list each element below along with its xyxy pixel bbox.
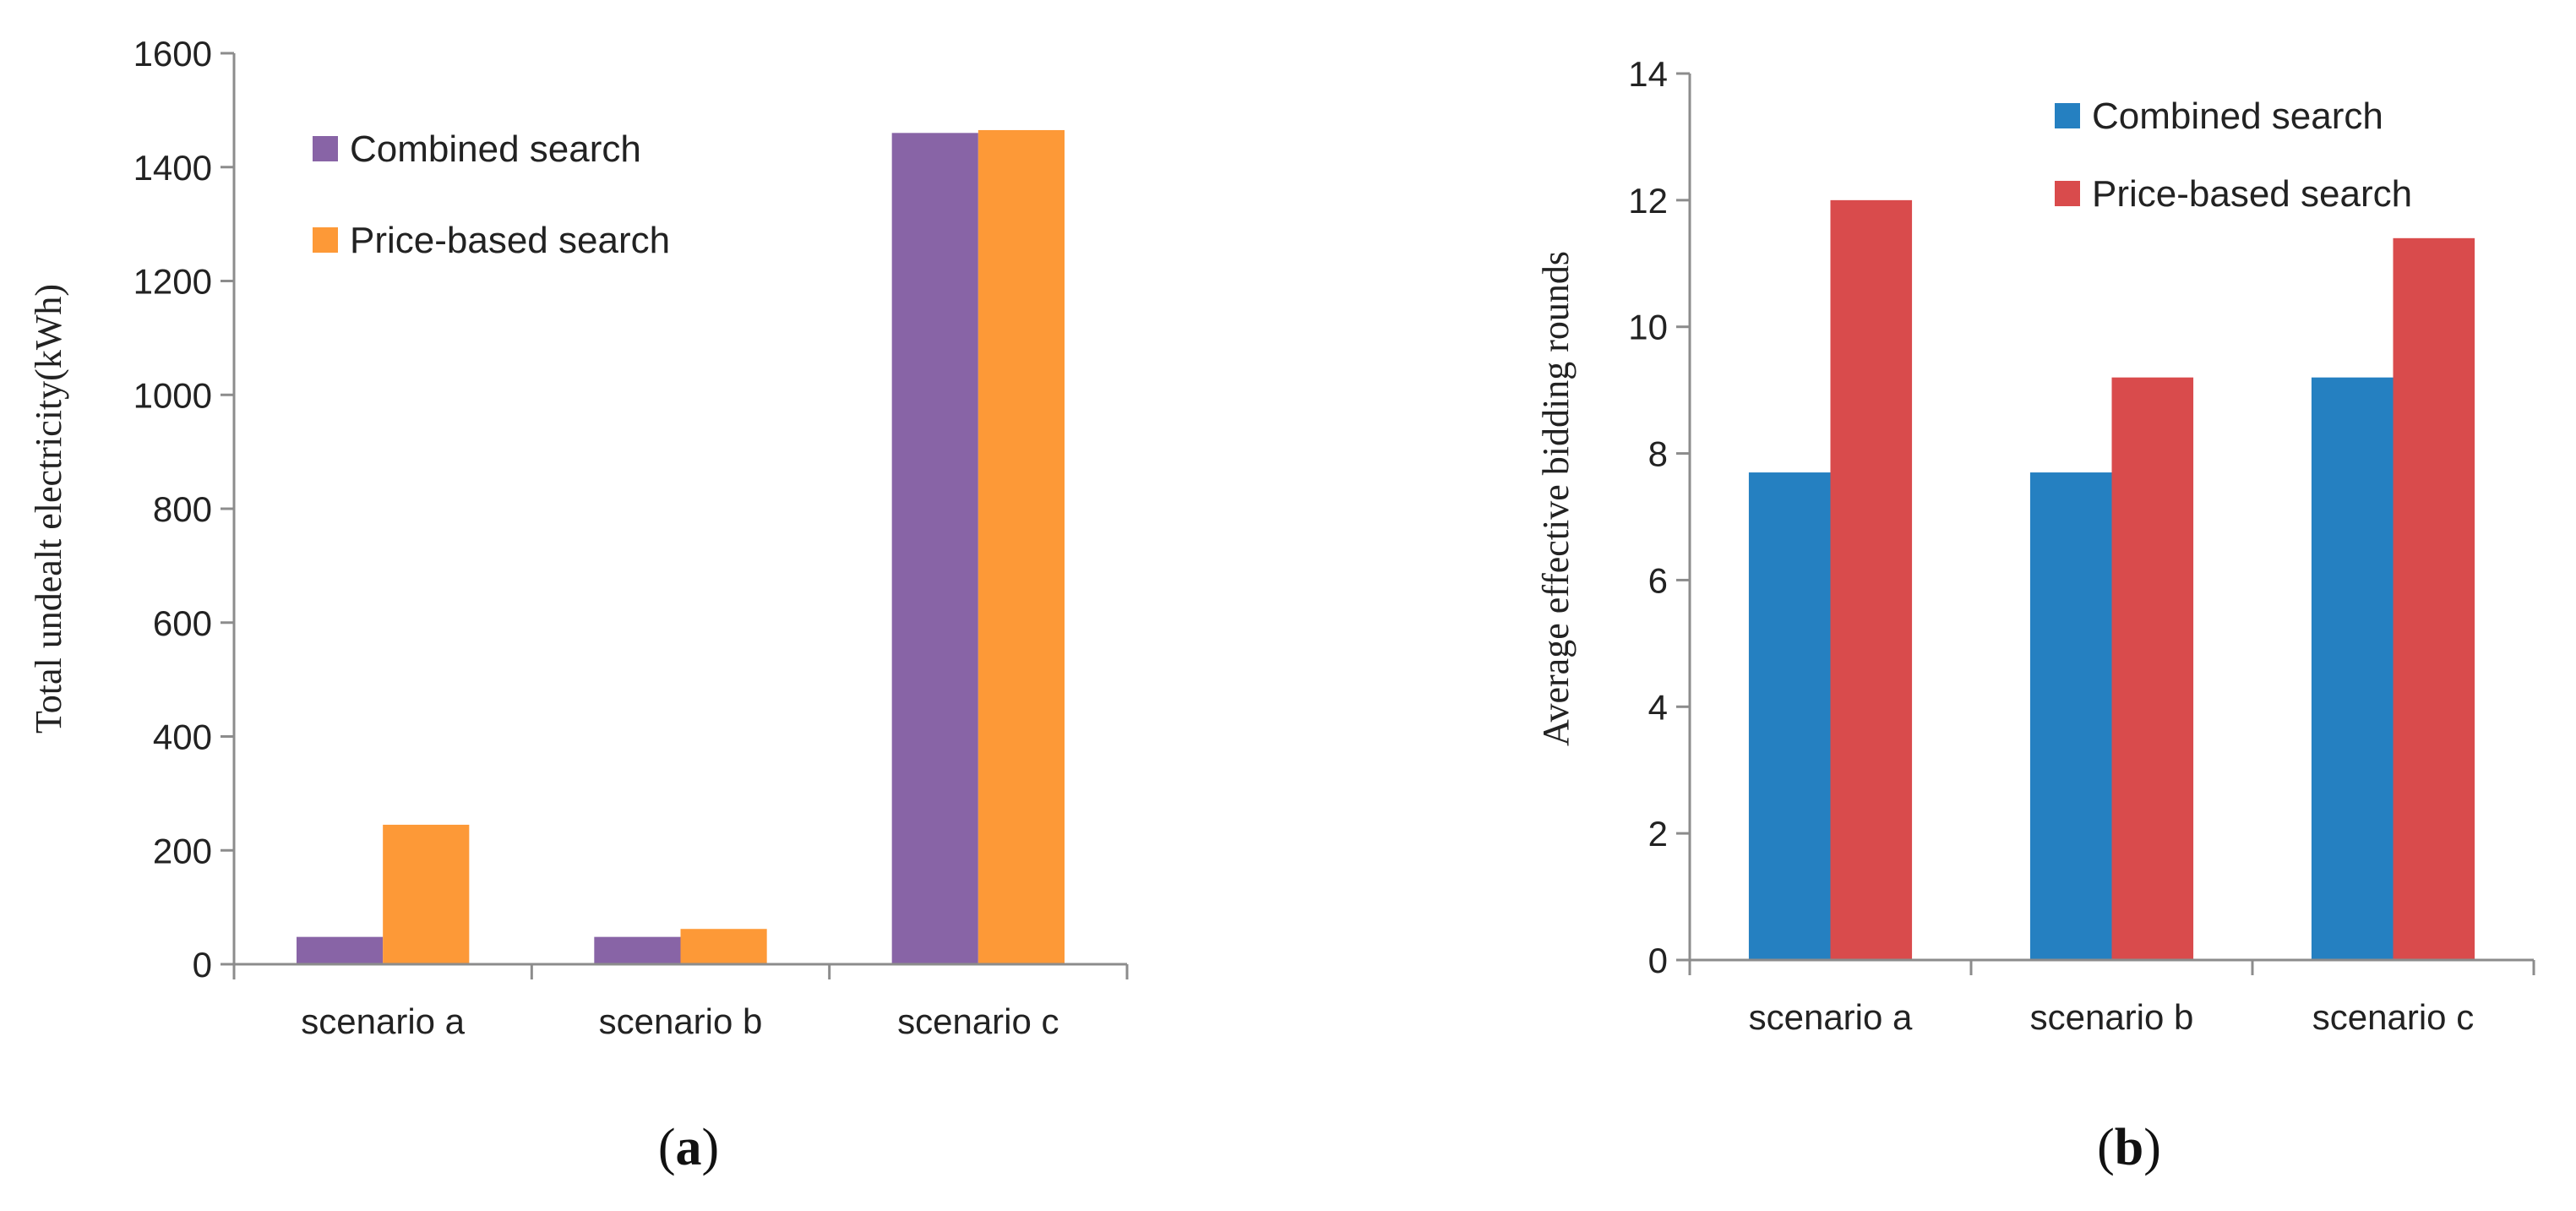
x-category-label: scenario b bbox=[599, 1001, 763, 1041]
x-category-label: scenario c bbox=[897, 1001, 1059, 1041]
bar-price-based-search-scenario-a bbox=[1830, 199, 1913, 960]
bar-combined-search-scenario-c bbox=[2311, 377, 2394, 961]
legend-swatch-combined-search bbox=[2055, 103, 2080, 128]
y-tick-label: 2 bbox=[1648, 814, 1668, 854]
y-tick-label: 1000 bbox=[133, 375, 212, 415]
bar-price-based-search-scenario-b bbox=[680, 929, 767, 964]
y-tick-label: 4 bbox=[1648, 687, 1668, 727]
bar-price-based-search-scenario-b bbox=[2111, 377, 2194, 961]
panel-label: (b) bbox=[2097, 1119, 2161, 1176]
y-tick-label: 12 bbox=[1628, 181, 1668, 221]
y-axis-title: Total undealt electricity(kWh) bbox=[28, 284, 69, 734]
y-axis-title: Average effective bidding rounds bbox=[1535, 251, 1577, 746]
y-tick-label: 1400 bbox=[133, 148, 212, 188]
bar-combined-search-scenario-b bbox=[594, 936, 681, 964]
y-tick-label: 10 bbox=[1628, 308, 1668, 347]
y-tick-label: 8 bbox=[1648, 434, 1668, 474]
legend-label-combined-search: Combined search bbox=[350, 128, 641, 170]
x-category-label: scenario a bbox=[1749, 997, 1913, 1037]
chart-panel-b: 0 2 4 6 8 10 12 14 scenario a scenario b scenario … bbox=[1535, 54, 2535, 1176]
x-category-label: scenario b bbox=[2030, 997, 2194, 1037]
y-tick-label: 800 bbox=[153, 489, 212, 529]
chart-panel-a: 0 200 400 600 800 1000 1200 1400 1600 scenario a s… bbox=[28, 34, 1129, 1176]
bar-combined-search-scenario-a bbox=[296, 936, 384, 964]
bar-price-based-search-scenario-c bbox=[2393, 237, 2475, 960]
legend-swatch-price-based-search bbox=[313, 227, 338, 253]
y-tick-label: 0 bbox=[193, 945, 212, 985]
bar-combined-search-scenario-a bbox=[1748, 472, 1831, 960]
x-category-label: scenario c bbox=[2312, 997, 2474, 1037]
y-tick-label: 6 bbox=[1648, 560, 1668, 600]
legend-swatch-price-based-search bbox=[2055, 181, 2080, 206]
y-tick-label: 600 bbox=[153, 603, 212, 643]
y-tick-label: 1200 bbox=[133, 262, 212, 302]
panel-label: (a) bbox=[658, 1119, 719, 1176]
legend-label-price-based-search: Price-based search bbox=[350, 220, 670, 261]
y-tick-label: 14 bbox=[1628, 54, 1668, 94]
y-tick-label: 1600 bbox=[133, 34, 212, 74]
y-tick-label: 200 bbox=[153, 831, 212, 870]
bar-combined-search-scenario-b bbox=[2029, 472, 2112, 960]
y-tick-label: 400 bbox=[153, 717, 212, 757]
y-tick-label: 0 bbox=[1648, 941, 1668, 980]
bar-price-based-search-scenario-c bbox=[978, 129, 1065, 965]
legend-swatch-combined-search bbox=[313, 136, 338, 161]
bar-combined-search-scenario-c bbox=[891, 133, 978, 964]
legend-label-price-based-search: Price-based search bbox=[2092, 173, 2412, 215]
bar-price-based-search-scenario-a bbox=[383, 824, 470, 964]
x-category-label: scenario a bbox=[301, 1001, 465, 1041]
legend-label-combined-search: Combined search bbox=[2092, 95, 2383, 137]
